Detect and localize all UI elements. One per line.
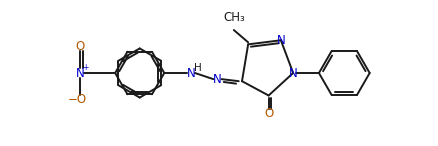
- Text: N: N: [76, 66, 85, 80]
- Text: N: N: [288, 66, 297, 80]
- Text: N: N: [276, 34, 285, 47]
- Text: H: H: [194, 63, 201, 73]
- Text: CH₃: CH₃: [223, 11, 244, 24]
- Text: N: N: [186, 66, 195, 80]
- Text: O: O: [76, 40, 85, 53]
- Text: N: N: [212, 73, 221, 86]
- Text: O: O: [263, 107, 272, 120]
- Text: −O: −O: [67, 93, 86, 106]
- Text: +: +: [82, 63, 88, 72]
